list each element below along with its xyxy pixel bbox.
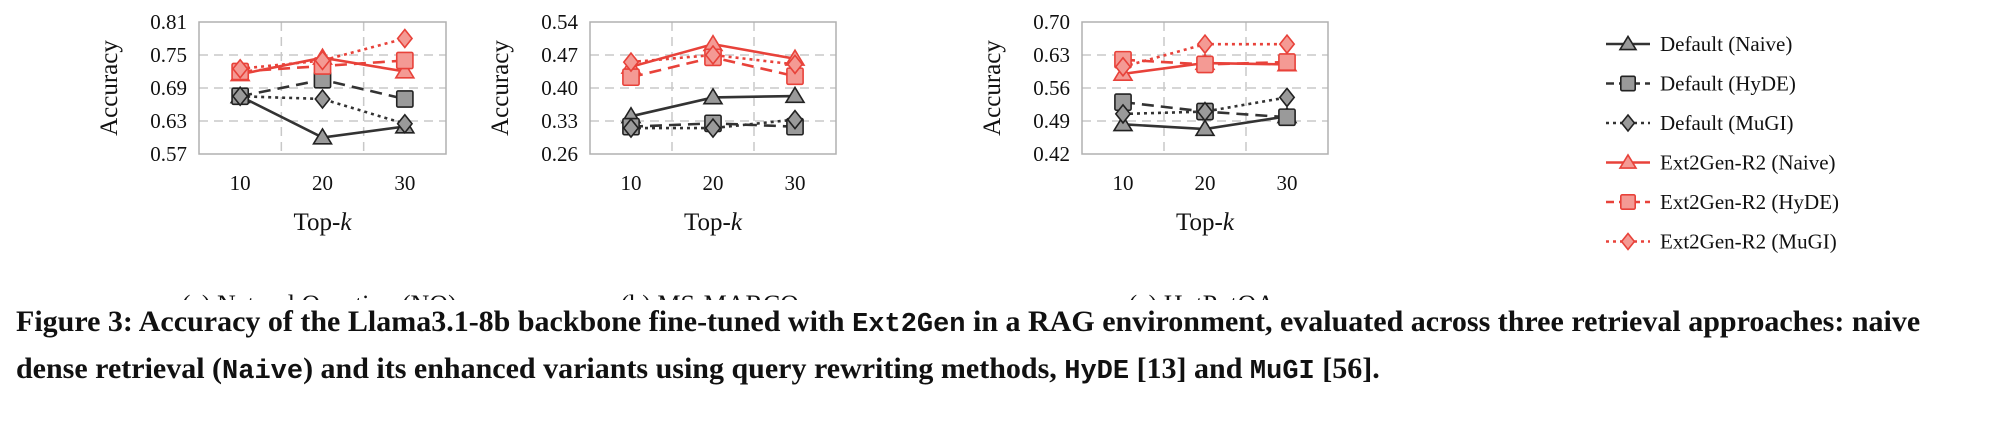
x-tick-label: 30 — [785, 171, 806, 195]
data-point — [1114, 103, 1132, 125]
y-tick-label: 0.42 — [1033, 142, 1070, 166]
y-tick-label: 0.56 — [1033, 76, 1070, 100]
data-point — [231, 58, 249, 80]
caption-code-naive: Naive — [222, 357, 304, 387]
legend-label: Ext2Gen-R2 (Naive) — [1660, 151, 1836, 175]
x-tick-label: 30 — [394, 171, 415, 195]
legend-marker — [1618, 34, 1638, 51]
chart-panel-1: 0.57 0.63 0.69 0.75 0.81 10 20 30 Top-k Accuracy (… — [96, 10, 463, 300]
legend-marker — [1618, 153, 1638, 169]
data-point — [784, 85, 806, 104]
y-tick-label: 0.40 — [541, 76, 578, 100]
data-point — [1278, 53, 1296, 71]
plot-frame — [589, 21, 837, 155]
legend: Default (Naive) Default (HyDE) Default (Mu… — [1606, 32, 1839, 254]
data-point — [1278, 87, 1296, 108]
x-axis-label: Top-k — [1176, 209, 1235, 236]
caption-code-hyde: HyDE — [1064, 357, 1130, 387]
data-point — [1114, 56, 1132, 78]
legend-label: Default (HyDE) — [1660, 72, 1796, 96]
data-point — [396, 28, 414, 49]
data-point — [786, 54, 804, 75]
legend-label: Default (Naive) — [1660, 32, 1792, 56]
data-point — [622, 117, 640, 139]
data-point — [1278, 33, 1296, 55]
panel-subtitle: (a) Natural Question (NQ). — [182, 290, 464, 300]
data-point — [395, 90, 414, 108]
caption-code-ext2gen: Ext2Gen — [852, 310, 966, 340]
data-point — [394, 61, 416, 79]
y-axis-label: Accuracy — [979, 40, 1006, 136]
data-point — [395, 51, 414, 70]
x-axis-label: Top-k — [294, 209, 353, 236]
y-axis-label: Accuracy — [487, 40, 514, 136]
y-tick-label: 0.63 — [150, 109, 187, 133]
x-tick-label: 10 — [230, 171, 251, 195]
y-tick-label: 0.81 — [150, 10, 187, 34]
data-point — [786, 109, 804, 130]
caption-text-4: [13] and — [1129, 352, 1250, 385]
caption-text-1: Figure 3: Accuracy of the Llama3.1-8b ba… — [16, 305, 853, 338]
data-point — [1196, 55, 1214, 74]
y-tick-label: 0.75 — [150, 43, 187, 67]
x-tick-label: 10 — [621, 171, 642, 195]
caption-text-5: [56]. — [1314, 352, 1380, 385]
data-point — [1196, 33, 1214, 55]
y-tick-label: 0.47 — [541, 43, 578, 67]
legend-label: Ext2Gen-R2 (MuGI) — [1660, 230, 1837, 254]
legend-marker — [1620, 113, 1636, 133]
y-tick-label: 0.33 — [541, 109, 578, 133]
data-point — [396, 113, 414, 135]
data-point — [1196, 101, 1214, 122]
caption-text-2: in a RAG environment, evaluated across t… — [16, 305, 1921, 385]
data-point — [314, 50, 331, 71]
x-tick-label: 20 — [312, 171, 333, 195]
x-tick-label: 20 — [703, 171, 724, 195]
y-tick-label: 0.70 — [1033, 10, 1070, 34]
data-point — [312, 127, 333, 145]
x-tick-label: 30 — [1277, 171, 1298, 195]
plot-frame — [1081, 21, 1329, 155]
data-point — [704, 44, 722, 66]
legend-label: Ext2Gen-R2 (HyDE) — [1660, 190, 1839, 214]
chart-panel-3: 0.42 0.49 0.56 0.63 0.70 10 20 30 Top-k Accuracy (… — [979, 10, 1329, 300]
panel-subtitle: (c) HotPotQA. — [1128, 290, 1281, 300]
chart-panel-2: 0.26 0.33 0.40 0.47 0.54 10 20 30 Top-k Accuracy (… — [487, 10, 837, 300]
data-point — [622, 51, 640, 73]
legend-label: Default (MuGI) — [1660, 111, 1794, 135]
y-tick-label: 0.26 — [541, 142, 578, 166]
data-point — [314, 88, 331, 110]
y-tick-label: 0.63 — [1033, 43, 1070, 67]
x-tick-label: 10 — [1113, 171, 1134, 195]
figure-caption: Figure 3: Accuracy of the Llama3.1-8b ba… — [16, 300, 1981, 394]
legend-marker — [1620, 194, 1637, 211]
figure: 0.57 0.63 0.69 0.75 0.81 10 20 30 Top-k Accuracy (… — [96, 10, 1839, 300]
y-axis-label: Accuracy — [96, 40, 123, 136]
y-tick-label: 0.69 — [150, 76, 187, 100]
legend-marker — [1620, 75, 1637, 92]
data-point — [702, 87, 724, 105]
x-axis-label: Top-k — [684, 209, 743, 236]
data-point — [231, 85, 249, 107]
y-tick-label: 0.49 — [1033, 109, 1070, 133]
y-tick-label: 0.54 — [541, 10, 578, 34]
legend-marker — [1620, 232, 1636, 251]
y-tick-label: 0.57 — [150, 142, 187, 166]
data-point — [704, 117, 722, 139]
x-tick-label: 20 — [1195, 171, 1216, 195]
caption-code-mugi: MuGI — [1249, 357, 1315, 387]
caption-text-3: ) and its enhanced variants using query … — [303, 352, 1065, 385]
plot-frame — [198, 21, 447, 155]
data-point — [1278, 108, 1296, 127]
panel-subtitle: (b) MS-MARCO. — [621, 290, 806, 300]
data-point — [1194, 118, 1216, 137]
